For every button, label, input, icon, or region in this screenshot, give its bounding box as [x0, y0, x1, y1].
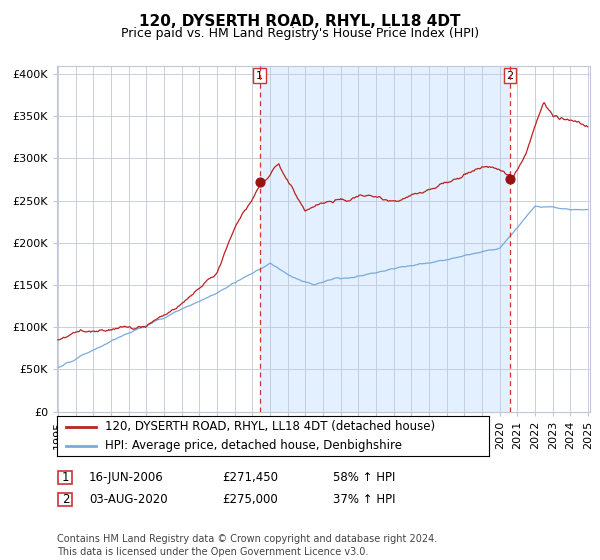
Bar: [260, 66, 510, 412]
Text: 16-JUN-2006: 16-JUN-2006: [89, 470, 164, 484]
Text: 2: 2: [506, 71, 514, 81]
Text: £275,000: £275,000: [222, 493, 278, 506]
Text: £271,450: £271,450: [222, 470, 278, 484]
Text: 1: 1: [256, 71, 263, 81]
Text: Contains HM Land Registry data © Crown copyright and database right 2024.
This d: Contains HM Land Registry data © Crown c…: [57, 534, 437, 557]
FancyBboxPatch shape: [58, 470, 73, 484]
Text: 03-AUG-2020: 03-AUG-2020: [89, 493, 167, 506]
Point: [255, 178, 265, 187]
Text: 2: 2: [62, 493, 69, 506]
Text: Price paid vs. HM Land Registry's House Price Index (HPI): Price paid vs. HM Land Registry's House …: [121, 27, 479, 40]
Text: 1: 1: [62, 470, 69, 484]
Text: 58% ↑ HPI: 58% ↑ HPI: [333, 470, 395, 484]
Text: 120, DYSERTH ROAD, RHYL, LL18 4DT (detached house): 120, DYSERTH ROAD, RHYL, LL18 4DT (detac…: [104, 421, 434, 433]
Text: 37% ↑ HPI: 37% ↑ HPI: [333, 493, 395, 506]
FancyBboxPatch shape: [58, 493, 73, 506]
Point: [505, 175, 515, 184]
Text: HPI: Average price, detached house, Denbighshire: HPI: Average price, detached house, Denb…: [104, 439, 401, 452]
Text: 120, DYSERTH ROAD, RHYL, LL18 4DT: 120, DYSERTH ROAD, RHYL, LL18 4DT: [139, 14, 461, 29]
